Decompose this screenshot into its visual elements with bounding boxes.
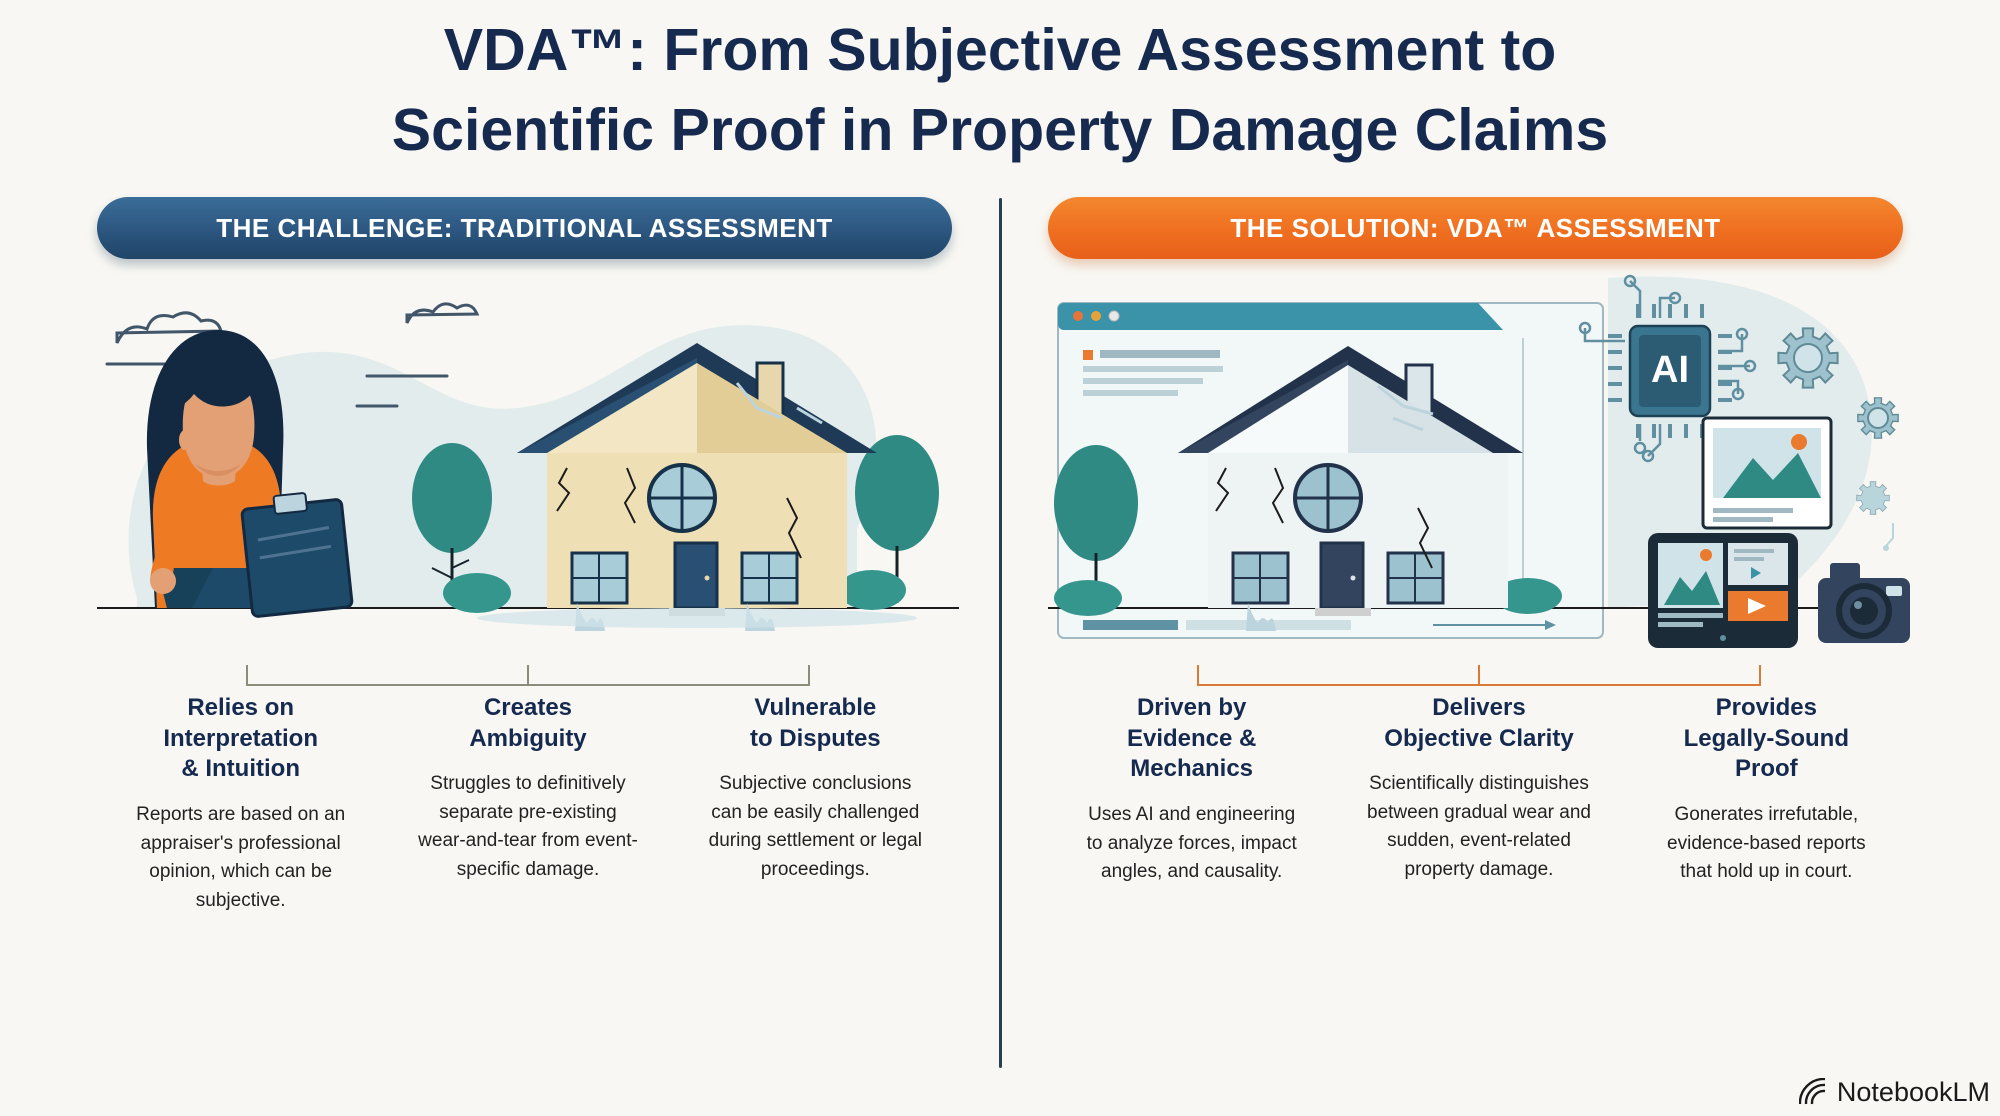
- svg-text:AI: AI: [1651, 349, 1689, 391]
